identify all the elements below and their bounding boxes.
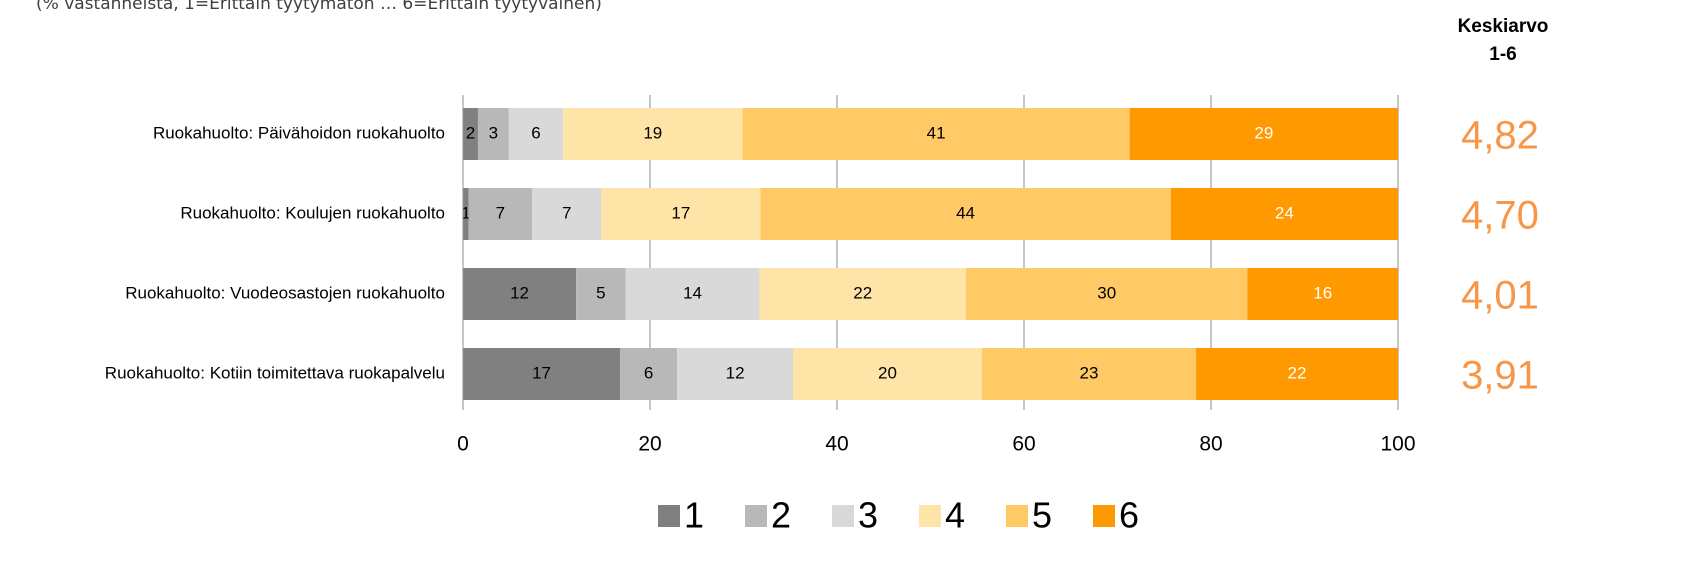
data-label: 16: [1313, 283, 1332, 302]
bar-segment: [620, 348, 678, 400]
bar-segment: [1247, 268, 1398, 320]
data-label: 23: [1080, 363, 1099, 382]
bar-segment: [981, 348, 1197, 400]
data-label: 19: [643, 123, 662, 142]
bar-segment: [576, 268, 626, 320]
data-label: 17: [671, 203, 690, 222]
category-label: Ruokahuolto: Päivähoidon ruokahuolto: [153, 123, 445, 142]
legend-label: 6: [1119, 495, 1139, 536]
category-label: Ruokahuolto: Vuodeosastojen ruokahuolto: [125, 283, 445, 302]
bar-segment: [508, 108, 564, 160]
category-label: Ruokahuolto: Koulujen ruokahuolto: [180, 203, 445, 222]
data-label: 5: [596, 283, 605, 302]
bar-segment: [966, 268, 1248, 320]
bar-segment: [463, 108, 478, 160]
average-title: 1-6: [1489, 44, 1516, 65]
data-label: 30: [1097, 283, 1116, 302]
legend-swatch: [1093, 505, 1115, 527]
bar-segment: [760, 188, 1171, 240]
legend-swatch: [919, 505, 941, 527]
data-label: 14: [683, 283, 702, 302]
data-label: 20: [878, 363, 897, 382]
bar-segment: [532, 188, 602, 240]
data-label: 7: [496, 203, 505, 222]
data-label: 2: [466, 123, 475, 142]
bar-segment: [477, 108, 509, 160]
bar-segment: [468, 188, 533, 240]
legend-swatch: [658, 505, 680, 527]
bar-segment: [677, 348, 794, 400]
data-label: 3: [489, 123, 498, 142]
legend-swatch: [1006, 505, 1028, 527]
chart-subtitle: (% vastanneista, 1=Erittäin tyytymätön ……: [36, 0, 602, 14]
data-label: 22: [1288, 363, 1307, 382]
data-label: 22: [853, 283, 872, 302]
average-value: 4,82: [1461, 114, 1539, 158]
bar-segment: [463, 348, 621, 400]
data-label: 41: [927, 123, 946, 142]
legend-swatch: [745, 505, 767, 527]
x-tick-label: 60: [1012, 433, 1035, 456]
x-tick-label: 80: [1199, 433, 1222, 456]
bar-segment: [759, 268, 967, 320]
x-tick-label: 0: [457, 433, 469, 456]
bar-segment: [1196, 348, 1398, 400]
bar-segment: [1129, 108, 1398, 160]
average-value: 4,70: [1461, 194, 1539, 238]
average-value: 4,01: [1461, 274, 1539, 318]
bar-segment: [793, 348, 982, 400]
data-label: 1: [461, 203, 470, 222]
bar-segment: [625, 268, 760, 320]
legend-label: 3: [858, 495, 878, 536]
x-tick-label: 40: [825, 433, 848, 456]
data-label: 12: [726, 363, 745, 382]
average-title: Keskiarvo: [1458, 16, 1549, 37]
bar-segment: [742, 108, 1130, 160]
bar-segment: [1170, 188, 1398, 240]
bar-segment: [601, 188, 761, 240]
data-label: 17: [532, 363, 551, 382]
bar-segment: [563, 108, 743, 160]
data-label: 44: [956, 203, 975, 222]
bar-segment: [463, 188, 469, 240]
data-label: 6: [531, 123, 540, 142]
average-value: 3,91: [1461, 354, 1539, 398]
legend-label: 4: [945, 495, 965, 536]
data-label: 6: [644, 363, 653, 382]
x-tick-label: 100: [1380, 433, 1415, 456]
legend-swatch: [832, 505, 854, 527]
data-label: 29: [1254, 123, 1273, 142]
category-label: Ruokahuolto: Kotiin toimitettava ruokapa…: [105, 363, 445, 382]
data-label: 24: [1275, 203, 1294, 222]
data-label: 7: [562, 203, 571, 222]
bar-segment: [463, 268, 577, 320]
x-tick-label: 20: [638, 433, 661, 456]
data-label: 12: [510, 283, 529, 302]
legend-label: 2: [771, 495, 791, 536]
legend-label: 5: [1032, 495, 1052, 536]
legend-label: 1: [684, 495, 704, 536]
